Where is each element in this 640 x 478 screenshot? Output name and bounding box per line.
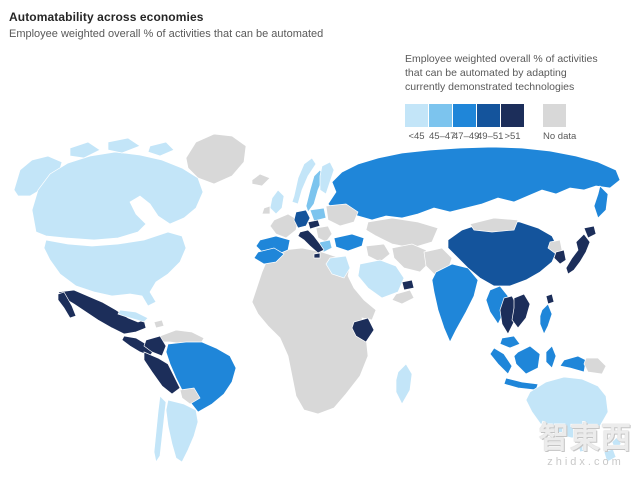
- map-region-chile: [153, 395, 167, 463]
- watermark-logo-text: 智東西: [539, 422, 632, 455]
- map-region-madagascar: [395, 363, 413, 405]
- map-region-poland: [309, 207, 327, 222]
- map-region-arctic-island-2: [107, 137, 141, 154]
- legend-bin-label: 47–49: [453, 130, 480, 142]
- map-region-india: [431, 263, 479, 343]
- map-region-kenya: [351, 317, 375, 343]
- map-region-uae: [401, 279, 415, 291]
- map-region-japan: [565, 233, 591, 275]
- map-region-egypt: [325, 255, 351, 279]
- map-region-java: [503, 377, 539, 391]
- watermark: 智東西 zhidx.com: [539, 424, 632, 468]
- legend-swatch: [453, 103, 476, 127]
- legend-bin-item: 49–51: [477, 103, 504, 142]
- chart-title: Automatability across economies: [9, 10, 204, 24]
- map-region-thailand: [499, 295, 519, 335]
- chart-subtitle: Employee weighted overall % of activitie…: [9, 28, 324, 40]
- legend-swatch: [543, 103, 566, 127]
- map-region-hokkaido: [583, 225, 597, 239]
- map-region-cuba: [117, 309, 149, 323]
- legend-bin-label: No data: [543, 130, 577, 142]
- map-region-kazakhstan: [365, 217, 439, 249]
- legend: Employee weighted overall % of activitie…: [405, 52, 637, 142]
- legend-swatch: [501, 103, 524, 127]
- legend-swatch: [405, 103, 428, 127]
- map-region-malaysia: [499, 335, 521, 349]
- map-region-ukraine: [325, 203, 359, 227]
- map-region-argentina: [165, 399, 199, 463]
- legend-caption-line-2: that can be automated by adapting: [405, 67, 567, 80]
- map-region-sulawesi: [545, 345, 557, 369]
- map-region-germany: [293, 209, 311, 229]
- legend-bin-item: No data: [543, 103, 577, 142]
- map-region-morocco: [253, 247, 285, 265]
- map-region-nz-south: [603, 448, 617, 463]
- map-region-balkans: [315, 225, 333, 243]
- map-region-bolivia: [179, 387, 201, 405]
- map-region-baja: [57, 291, 77, 319]
- map-region-united-states: [43, 231, 187, 307]
- map-region-mexico: [57, 289, 147, 335]
- map-region-arctic-island-1: [69, 141, 101, 159]
- map-region-united-kingdom: [269, 189, 285, 215]
- legend-bin-label: <45: [408, 130, 425, 142]
- map-region-peru: [143, 351, 181, 395]
- map-region-brazil: [165, 341, 237, 413]
- map-region-arctic-island-3: [147, 141, 175, 157]
- legend-caption-line-1: Employee weighted overall % of activitie…: [405, 53, 598, 65]
- map-region-colombia: [143, 335, 167, 357]
- map-region-taiwan: [545, 293, 555, 305]
- map-region-tasmania: [577, 441, 589, 453]
- map-region-mongolia: [469, 217, 519, 233]
- legend-swatches: <45 45–47 47–49 49–51 >51 No data: [405, 103, 637, 142]
- map-region-iraq: [365, 243, 391, 263]
- legend-caption-line-3: currently demonstrated technologies: [405, 81, 575, 94]
- map-region-vietnam: [511, 293, 531, 329]
- legend-bin-item: >51: [501, 103, 524, 142]
- legend-bin-label: 45–47: [429, 130, 456, 142]
- map-region-czech-republic: [307, 219, 321, 230]
- map-region-ireland: [261, 205, 271, 215]
- legend-swatch: [477, 103, 500, 127]
- map-region-philippines: [539, 303, 553, 335]
- map-region-oman: [391, 289, 415, 305]
- map-region-australia: [525, 376, 609, 439]
- legend-bin-item: <45: [405, 103, 428, 142]
- map-region-saudi-arabia: [357, 259, 405, 299]
- map-region-hispaniola: [153, 319, 165, 329]
- watermark-url-text: zhidx.com: [547, 456, 624, 468]
- map-region-france: [269, 213, 299, 239]
- map-region-canada: [31, 151, 204, 241]
- map-region-norway: [291, 157, 317, 205]
- map-region-kamchatka: [593, 185, 609, 219]
- map-region-papua-new-guinea: [583, 357, 607, 375]
- legend-caption: Employee weighted overall % of activitie…: [405, 52, 637, 95]
- legend-bin-label: >51: [504, 130, 521, 142]
- map-region-turkey: [333, 233, 365, 252]
- map-region-iceland: [251, 173, 271, 187]
- map-region-italy: [297, 229, 325, 254]
- map-region-iran: [391, 243, 431, 273]
- legend-bin-item: 45–47: [429, 103, 456, 142]
- map-region-south-korea: [553, 249, 567, 265]
- legend-swatch: [429, 103, 452, 127]
- map-region-borneo: [513, 345, 541, 375]
- map-region-finland: [319, 161, 335, 195]
- header: Automatability across economies Employee…: [9, 10, 323, 40]
- map-region-russia: [327, 146, 621, 221]
- legend-bin-label: 49–51: [477, 130, 504, 142]
- map-region-greenland: [185, 133, 247, 185]
- map-region-nz-north: [611, 435, 622, 451]
- map-region-sicily: [313, 252, 321, 259]
- map-region-sumatra: [489, 347, 513, 375]
- map-region-papua: [559, 355, 587, 373]
- legend-bin-item: 47–49: [453, 103, 480, 142]
